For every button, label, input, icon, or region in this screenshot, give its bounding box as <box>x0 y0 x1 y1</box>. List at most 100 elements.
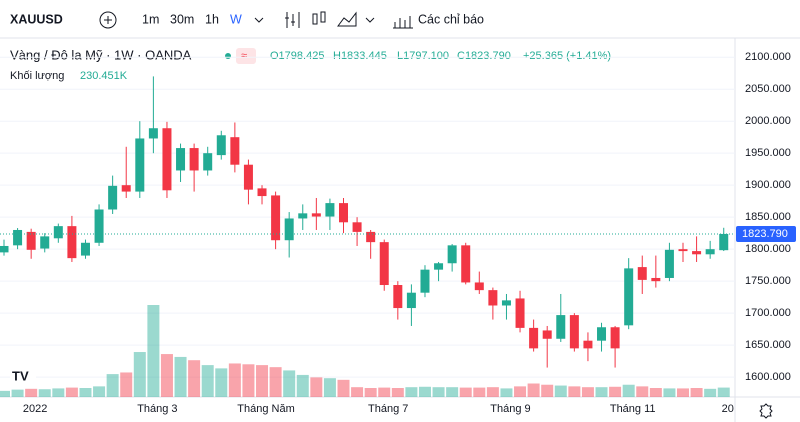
logo: TV <box>10 366 36 386</box>
interval[interactable]: W <box>230 12 242 26</box>
candle-body <box>243 164 253 190</box>
volume-bar <box>310 377 323 397</box>
status-badge <box>236 48 256 64</box>
volume-bar <box>283 370 296 397</box>
candle-body <box>67 226 77 259</box>
logo-bg <box>10 366 36 386</box>
x-tick-label: 2022 <box>23 403 47 415</box>
volume-bar <box>649 388 662 397</box>
volume-bar <box>79 388 92 397</box>
logo-mark: TV <box>12 368 29 383</box>
candle-body <box>637 267 647 280</box>
indicators-icon[interactable] <box>393 16 413 29</box>
y-tick-label: 1800.000 <box>745 243 791 255</box>
volume-bar <box>541 384 554 397</box>
volume-bar <box>663 388 676 397</box>
y-tick-label: 1750.000 <box>745 275 791 287</box>
volume-bar <box>160 354 173 397</box>
candle-body <box>420 269 430 293</box>
candle-body <box>0 245 9 253</box>
symbol[interactable]: XAUUSD <box>10 12 63 26</box>
candle-body <box>40 236 50 249</box>
candle-body <box>352 222 362 232</box>
candle-body <box>447 245 457 264</box>
volume-bar <box>514 386 527 397</box>
candle-body <box>284 218 294 241</box>
ohlc-high: H1833.445 <box>333 50 387 62</box>
status-badge-icon: ≈ <box>241 50 247 62</box>
volume-bar <box>215 368 228 397</box>
status-dot <box>225 53 231 59</box>
y-tick-label: 2000.000 <box>745 115 791 127</box>
candle-body <box>393 285 403 309</box>
indicators[interactable]: Các chỉ báo <box>418 12 484 26</box>
candle-body <box>80 242 90 256</box>
volume-bar <box>432 387 445 397</box>
candle-body <box>529 327 539 349</box>
candle-body <box>488 290 498 306</box>
dropdown[interactable] <box>254 17 264 23</box>
ohlc-close: C1823.790 <box>457 50 511 62</box>
y-tick-label: 2100.000 <box>745 51 791 63</box>
add-icon <box>104 16 112 24</box>
volume-bar <box>0 390 10 397</box>
x-tick-label: Tháng Năm <box>237 403 294 415</box>
y-tick-label: 1600.000 <box>745 371 791 383</box>
volume-bar <box>473 387 486 397</box>
volume-bar <box>106 374 119 397</box>
volume-bar <box>486 387 499 397</box>
candle-body <box>325 203 335 217</box>
candle-body <box>597 327 607 341</box>
candle-body <box>216 135 226 156</box>
y-tick-label: 1950.000 <box>745 147 791 159</box>
ohlc-low: L1797.100 <box>397 50 449 62</box>
add-icon[interactable] <box>99 11 117 29</box>
volume-bar <box>446 387 459 397</box>
volume-bar <box>65 387 78 397</box>
volume-bar <box>337 379 350 397</box>
candle-body <box>569 315 579 349</box>
candle-body <box>298 213 308 219</box>
y-tick-label: 1850.000 <box>745 211 791 223</box>
volume-bar <box>595 387 608 397</box>
candle-body <box>556 315 566 339</box>
volume-label: Khối lượng <box>10 70 64 82</box>
candle-body <box>542 330 552 339</box>
dropdown[interactable] <box>365 17 375 23</box>
toolbar: XAUUSD 1m 30m 1h W Các chỉ báo <box>10 11 484 29</box>
candle-body <box>257 188 267 197</box>
price-label-bg <box>736 225 796 242</box>
candles-icon[interactable] <box>312 13 318 25</box>
settings-icon[interactable] <box>759 403 773 419</box>
candle-body <box>189 148 199 171</box>
candle-body <box>162 128 172 191</box>
candle-body <box>108 185 118 210</box>
interval[interactable]: 1m <box>142 12 159 26</box>
candles-icon <box>320 11 326 23</box>
volume-bar <box>228 363 241 397</box>
volume-bar <box>242 364 255 397</box>
interval[interactable]: 30m <box>170 12 194 26</box>
interval[interactable]: 1h <box>205 12 219 26</box>
candle-body <box>379 242 389 286</box>
area-icon[interactable] <box>337 11 357 27</box>
candle-body <box>121 185 131 192</box>
volume-bar <box>201 365 214 397</box>
candle-body <box>366 231 376 243</box>
candle-body <box>26 231 36 250</box>
bars-icon[interactable] <box>285 12 300 28</box>
volume-bar <box>323 378 336 397</box>
candle-body <box>651 277 661 282</box>
volume-bar <box>269 367 282 397</box>
x-tick-label: Tháng 3 <box>137 403 177 415</box>
volume-bar <box>622 384 635 397</box>
volume-bar <box>174 356 187 397</box>
volume-bar <box>11 389 24 397</box>
x-tick-label: Tháng 11 <box>610 403 656 415</box>
y-tick-label: 1700.000 <box>745 307 791 319</box>
candle-body <box>678 249 688 252</box>
volume-bar <box>636 386 649 397</box>
volume-bar <box>690 388 703 397</box>
volume-bar <box>459 387 472 397</box>
